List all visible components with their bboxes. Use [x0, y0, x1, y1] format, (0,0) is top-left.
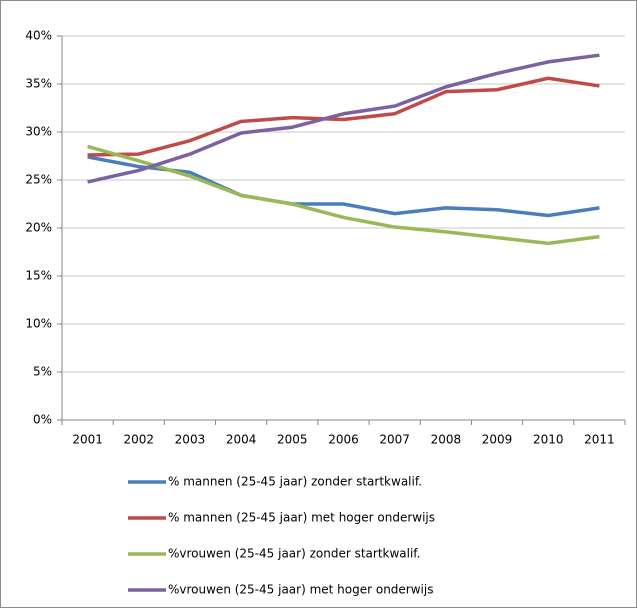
- x-tick-label: 2008: [431, 433, 462, 447]
- series-line: [87, 76, 600, 157]
- y-tick-label: 5%: [33, 365, 52, 379]
- y-tick-label: 25%: [25, 173, 52, 187]
- x-tick-label: 2001: [72, 433, 103, 447]
- y-tick-label: 15%: [25, 269, 52, 283]
- x-tick-label: 2007: [379, 433, 410, 447]
- x-tick-label: 2010: [533, 433, 564, 447]
- y-tick-label: 0%: [33, 413, 52, 427]
- y-tick-label: 20%: [25, 221, 52, 235]
- series-line: [87, 53, 600, 184]
- x-tick-label: 2003: [175, 433, 206, 447]
- x-tick-label: 2006: [328, 433, 359, 447]
- x-tick-label: 2009: [482, 433, 513, 447]
- x-tick-label: 2005: [277, 433, 308, 447]
- y-tick-label: 30%: [25, 125, 52, 139]
- y-tick-label: 40%: [25, 29, 52, 43]
- y-tick-label: 10%: [25, 317, 52, 331]
- legend-label: % mannen (25-45 jaar) met hoger onderwij…: [168, 511, 435, 525]
- legend-label: %vrouwen (25-45 jaar) met hoger onderwij…: [168, 583, 433, 597]
- x-tick-label: 2004: [226, 433, 257, 447]
- series-line: [87, 144, 600, 246]
- x-tick-label: 2002: [123, 433, 154, 447]
- x-tick-label: 2011: [584, 433, 615, 447]
- legend-label: %vrouwen (25-45 jaar) zonder startkwalif…: [168, 547, 420, 561]
- legend-label: % mannen (25-45 jaar) zonder startkwalif…: [168, 475, 422, 489]
- y-tick-label: 35%: [25, 77, 52, 91]
